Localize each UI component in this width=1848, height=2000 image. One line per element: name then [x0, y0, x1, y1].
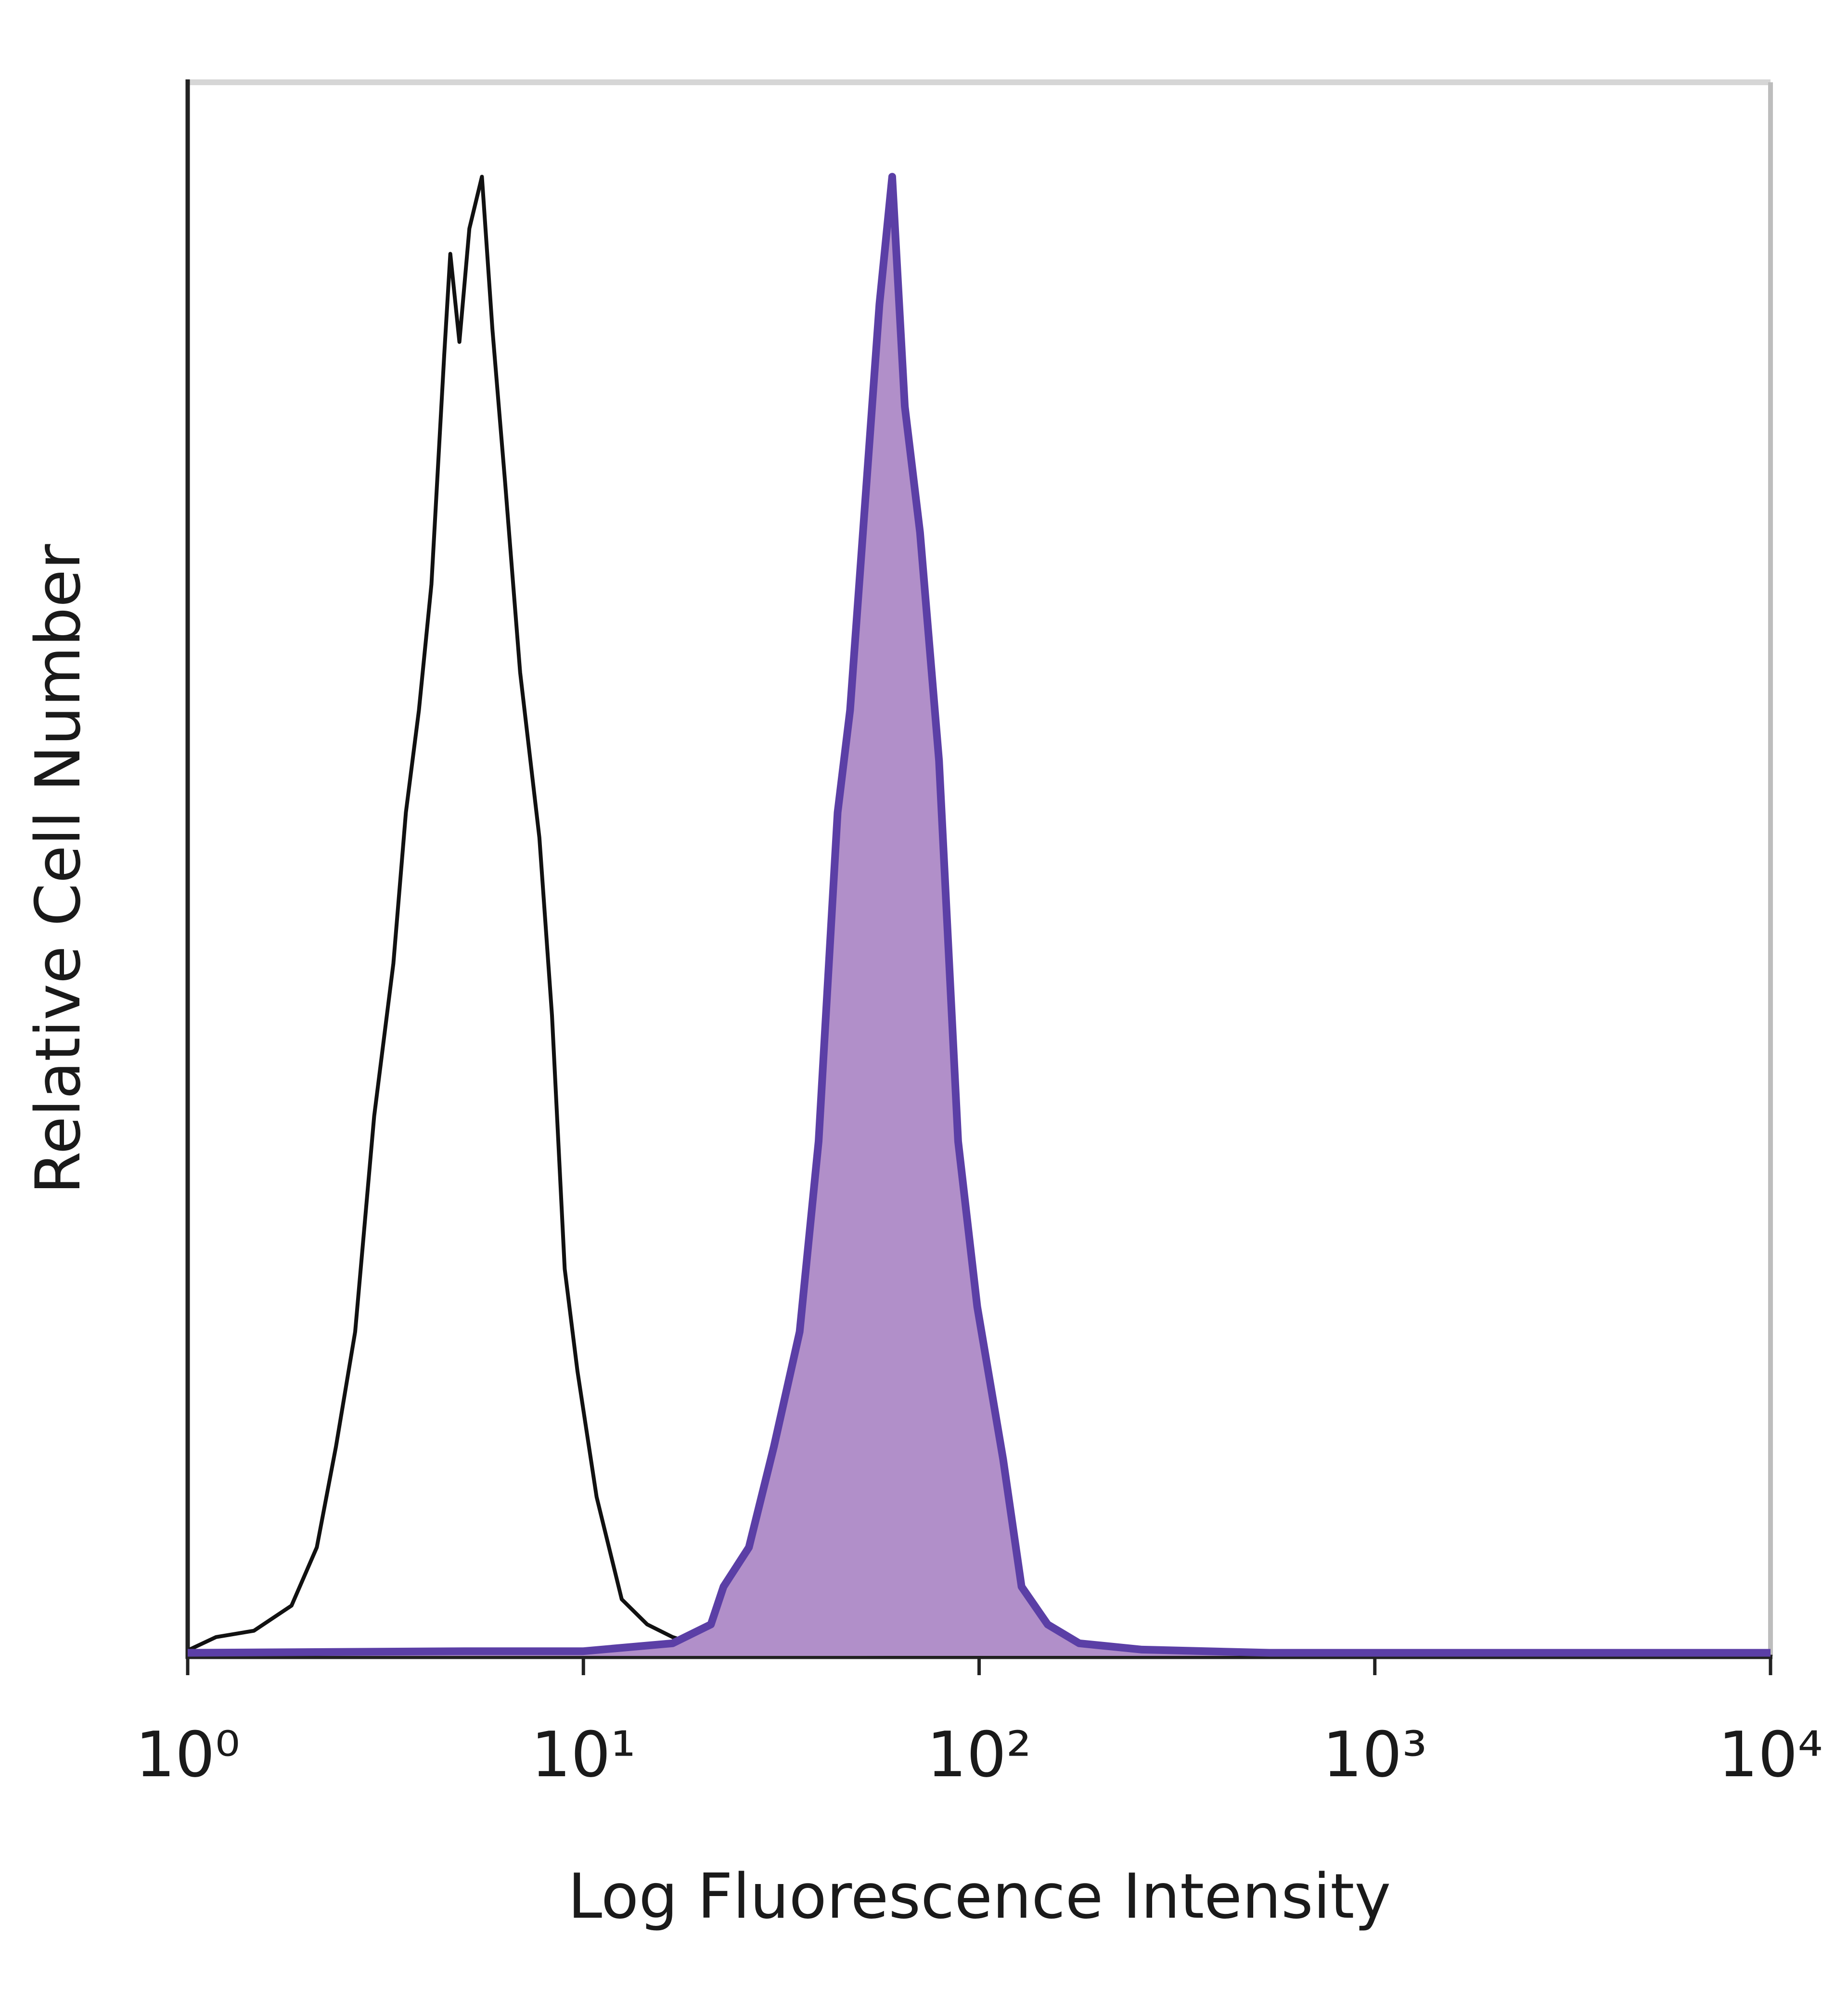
x-tick-label: 10² — [927, 1718, 1032, 1791]
x-axis-label: Log Fluorescence Intensity — [568, 1861, 1391, 1933]
line — [187, 173, 1771, 1657]
area — [188, 177, 1771, 1656]
y-axis-label: Relative Cell Number — [23, 544, 94, 1194]
x-tick-label: 10⁰ — [135, 1718, 240, 1791]
x-tick-label: 10¹ — [531, 1718, 636, 1791]
x-tick-label: 10⁴ — [1718, 1718, 1823, 1791]
x-tick-label: 10³ — [1322, 1718, 1427, 1791]
line — [188, 175, 1771, 1656]
